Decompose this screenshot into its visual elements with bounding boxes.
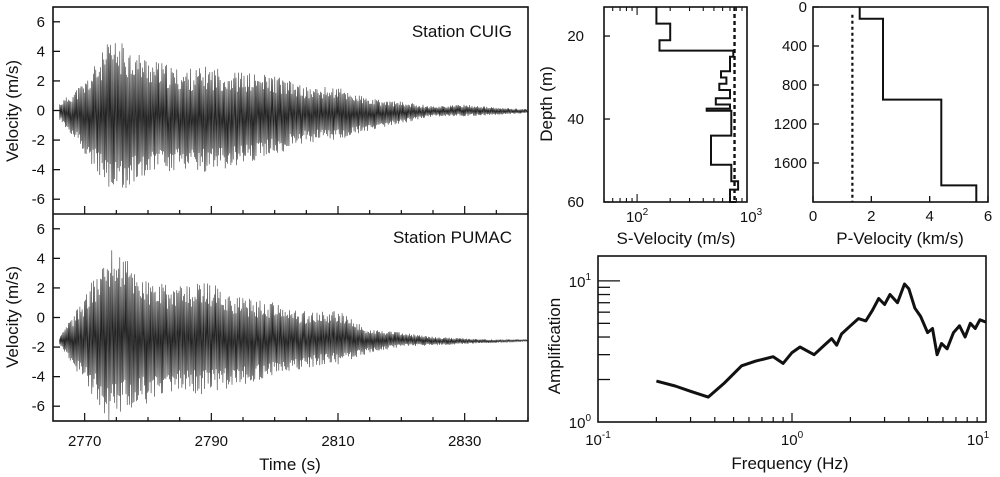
velocity-waveform bbox=[59, 43, 529, 189]
y-tick-label: 2 bbox=[37, 280, 45, 297]
pumac-station-label: Station PUMAC bbox=[393, 228, 512, 247]
y-tick-label: -4 bbox=[32, 162, 45, 179]
p-velocity-profile-line bbox=[858, 7, 978, 202]
x-tick-label: 2 bbox=[867, 208, 875, 225]
s-velocity-frame bbox=[603, 6, 748, 203]
y-tick-label: 800 bbox=[782, 77, 807, 94]
y-tick-label: 4 bbox=[37, 43, 45, 60]
amplification-frame bbox=[597, 255, 987, 423]
x-tick-label: 2790 bbox=[195, 433, 228, 450]
y-tick-label: 2 bbox=[37, 73, 45, 90]
x-tick-label: 6 bbox=[984, 208, 992, 225]
y-tick-label: -2 bbox=[32, 132, 45, 149]
y-tick-label: 1600 bbox=[774, 155, 807, 172]
s-velocity-plot: 20 40 60 102 103 bbox=[567, 7, 763, 226]
amplification-axis-label: Amplification bbox=[545, 298, 564, 394]
x-tick-label: 103 bbox=[740, 207, 763, 226]
y-tick-label: 0 bbox=[37, 310, 45, 327]
x-tick-label: 101 bbox=[967, 430, 990, 449]
y-tick-label: 6 bbox=[37, 14, 45, 31]
p-velocity-panel: 0 400 800 1200 1600 0 2 4 6 P-Velocity (km/s) bbox=[774, 0, 993, 248]
x-tick-label: 4 bbox=[925, 208, 933, 225]
y-tick-label: 4 bbox=[37, 250, 45, 267]
depth-axis-label: Depth (m) bbox=[537, 66, 556, 142]
x-tick-label: 2770 bbox=[68, 433, 101, 450]
x-tick-label: 102 bbox=[626, 207, 649, 226]
p-velocity-axis-label: P-Velocity (km/s) bbox=[836, 229, 964, 248]
y-tick-label: 40 bbox=[567, 111, 584, 128]
x-tick-label: 0 bbox=[809, 208, 817, 225]
y-tick-label: -4 bbox=[32, 369, 45, 386]
x-tick-label: 10-1 bbox=[585, 430, 611, 449]
y-tick-label: -2 bbox=[32, 339, 45, 356]
y-tick-label: 100 bbox=[569, 413, 592, 432]
y-tick-label: 101 bbox=[569, 272, 592, 291]
p-velocity-plot: 0 400 800 1200 1600 0 2 4 6 bbox=[774, 0, 993, 225]
time-axis-label: Time (s) bbox=[259, 455, 321, 474]
x-tick-label: 2810 bbox=[321, 433, 354, 450]
frequency-axis-label: Frequency (Hz) bbox=[731, 454, 848, 473]
cuig-station-label: Station CUIG bbox=[412, 22, 512, 41]
cuig-y-axis-label: Velocity (m/s) bbox=[3, 60, 22, 162]
p-velocity-frame bbox=[812, 6, 989, 203]
y-tick-label: 0 bbox=[799, 0, 807, 16]
y-tick-label: 60 bbox=[567, 194, 584, 211]
y-tick-label: -6 bbox=[32, 191, 45, 208]
pumac-plot: 6 4 2 0 -2 -4 -6 2770 2790 2810 2830 bbox=[32, 221, 529, 450]
amplification-curve bbox=[656, 282, 987, 399]
s-velocity-axis-label: S-Velocity (m/s) bbox=[616, 229, 735, 248]
y-tick-label: -6 bbox=[32, 398, 45, 415]
y-tick-label: 6 bbox=[37, 221, 45, 238]
depth-profile-line bbox=[655, 7, 740, 203]
x-tick-label: 2830 bbox=[448, 433, 481, 450]
velocity-waveform bbox=[59, 250, 529, 422]
y-tick-label: 20 bbox=[567, 28, 584, 45]
y-tick-label: 400 bbox=[782, 38, 807, 55]
s-velocity-panel: 20 40 60 102 103 Depth (m) S-Velocity (m/s) bbox=[537, 6, 763, 248]
pumac-y-axis-label: Velocity (m/s) bbox=[3, 266, 22, 368]
cuig-plot: 6 4 2 0 -2 -4 -6 bbox=[32, 14, 529, 214]
y-tick-label: 0 bbox=[37, 103, 45, 120]
y-tick-label: 1200 bbox=[774, 116, 807, 133]
seismogram-panels: 6 4 2 0 -2 -4 -6 6 4 2 0 -2 -4 -6 2770 2790 2810 2830 St… bbox=[3, 6, 529, 474]
x-tick-label: 100 bbox=[781, 430, 804, 449]
